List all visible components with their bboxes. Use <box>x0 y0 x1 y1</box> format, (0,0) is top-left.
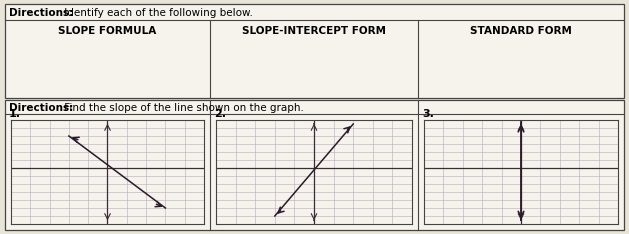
Text: SLOPE FORMULA: SLOPE FORMULA <box>58 26 157 36</box>
Text: Directions:: Directions: <box>9 8 73 18</box>
Text: 2.: 2. <box>214 109 226 119</box>
Text: STANDARD FORM: STANDARD FORM <box>470 26 572 36</box>
Bar <box>5 4 624 98</box>
Bar <box>5 100 624 230</box>
Text: Directions:: Directions: <box>9 103 73 113</box>
Text: Identify each of the following below.: Identify each of the following below. <box>61 8 253 18</box>
Text: SLOPE-INTERCEPT FORM: SLOPE-INTERCEPT FORM <box>242 26 386 36</box>
Text: 3.: 3. <box>422 109 434 119</box>
Text: Find the slope of the line shown on the graph.: Find the slope of the line shown on the … <box>61 103 304 113</box>
Text: 1.: 1. <box>9 109 21 119</box>
